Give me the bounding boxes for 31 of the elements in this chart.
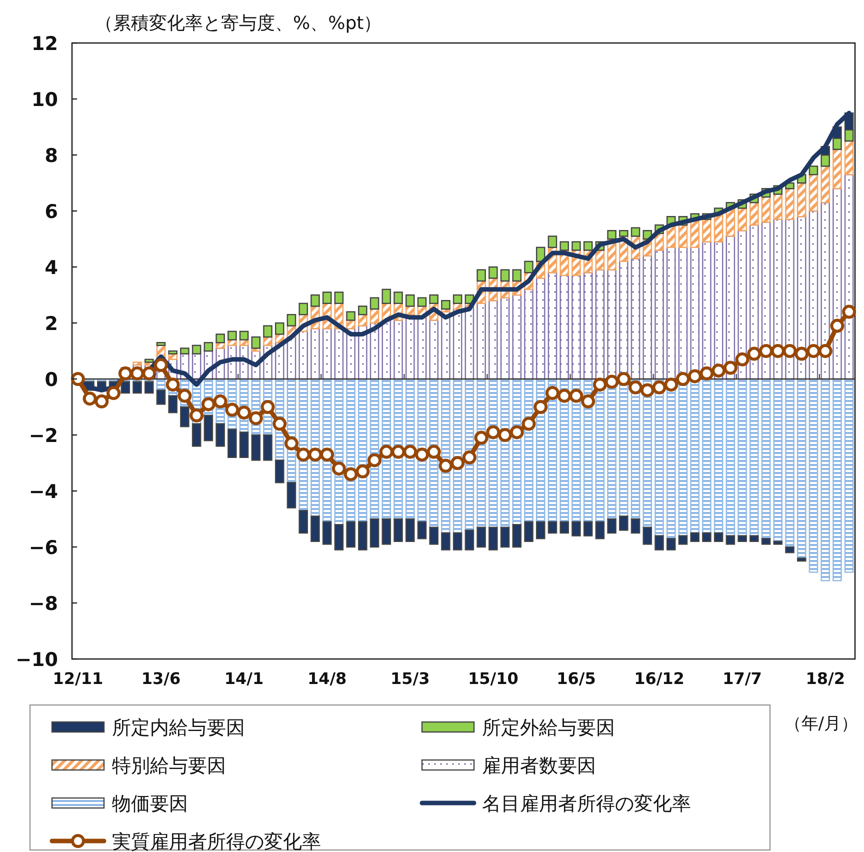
x-tick-label: 14/1 bbox=[224, 669, 264, 688]
y-tick-label: 4 bbox=[44, 257, 58, 279]
legend-label: 所定内給与要因 bbox=[112, 717, 245, 739]
y-tick-label: −4 bbox=[28, 481, 58, 503]
legend-label: 特別給与要因 bbox=[112, 755, 226, 777]
x-tick-label: 15/10 bbox=[468, 669, 518, 688]
y-tick-label: 10 bbox=[32, 89, 58, 111]
x-tick-label: 18/2 bbox=[806, 669, 845, 688]
y-tick-label: 2 bbox=[44, 313, 58, 335]
y-axis-title: （累積変化率と寄与度、%、%pt） bbox=[95, 13, 382, 34]
legend-label: 名目雇用者所得の変化率 bbox=[482, 793, 691, 815]
x-tick-label: 16/5 bbox=[556, 669, 596, 688]
x-tick-label: 16/12 bbox=[634, 669, 684, 688]
x-tick-label: 12/11 bbox=[52, 669, 104, 688]
y-tick-label: −2 bbox=[28, 425, 58, 447]
x-tick-label: 17/7 bbox=[722, 669, 762, 688]
legend-label: 実質雇用者所得の変化率 bbox=[112, 831, 321, 852]
y-tick-label: 6 bbox=[44, 201, 58, 223]
y-tick-label: −6 bbox=[28, 537, 58, 559]
x-tick-label: 15/3 bbox=[390, 669, 430, 688]
x-axis-title: （年/月） bbox=[784, 714, 858, 734]
y-tick-label: 12 bbox=[32, 33, 58, 55]
legend-label: 雇用者数要因 bbox=[482, 755, 596, 777]
y-tick-label: −10 bbox=[16, 649, 58, 671]
y-tick-label: −8 bbox=[28, 593, 58, 615]
legend-label: 所定外給与要因 bbox=[482, 717, 615, 739]
x-tick-label: 14/8 bbox=[307, 669, 347, 688]
legend-label: 物価要因 bbox=[112, 793, 188, 815]
y-tick-label: 8 bbox=[44, 145, 58, 167]
y-tick-label: 0 bbox=[44, 369, 58, 391]
x-tick-label: 13/6 bbox=[141, 669, 181, 688]
